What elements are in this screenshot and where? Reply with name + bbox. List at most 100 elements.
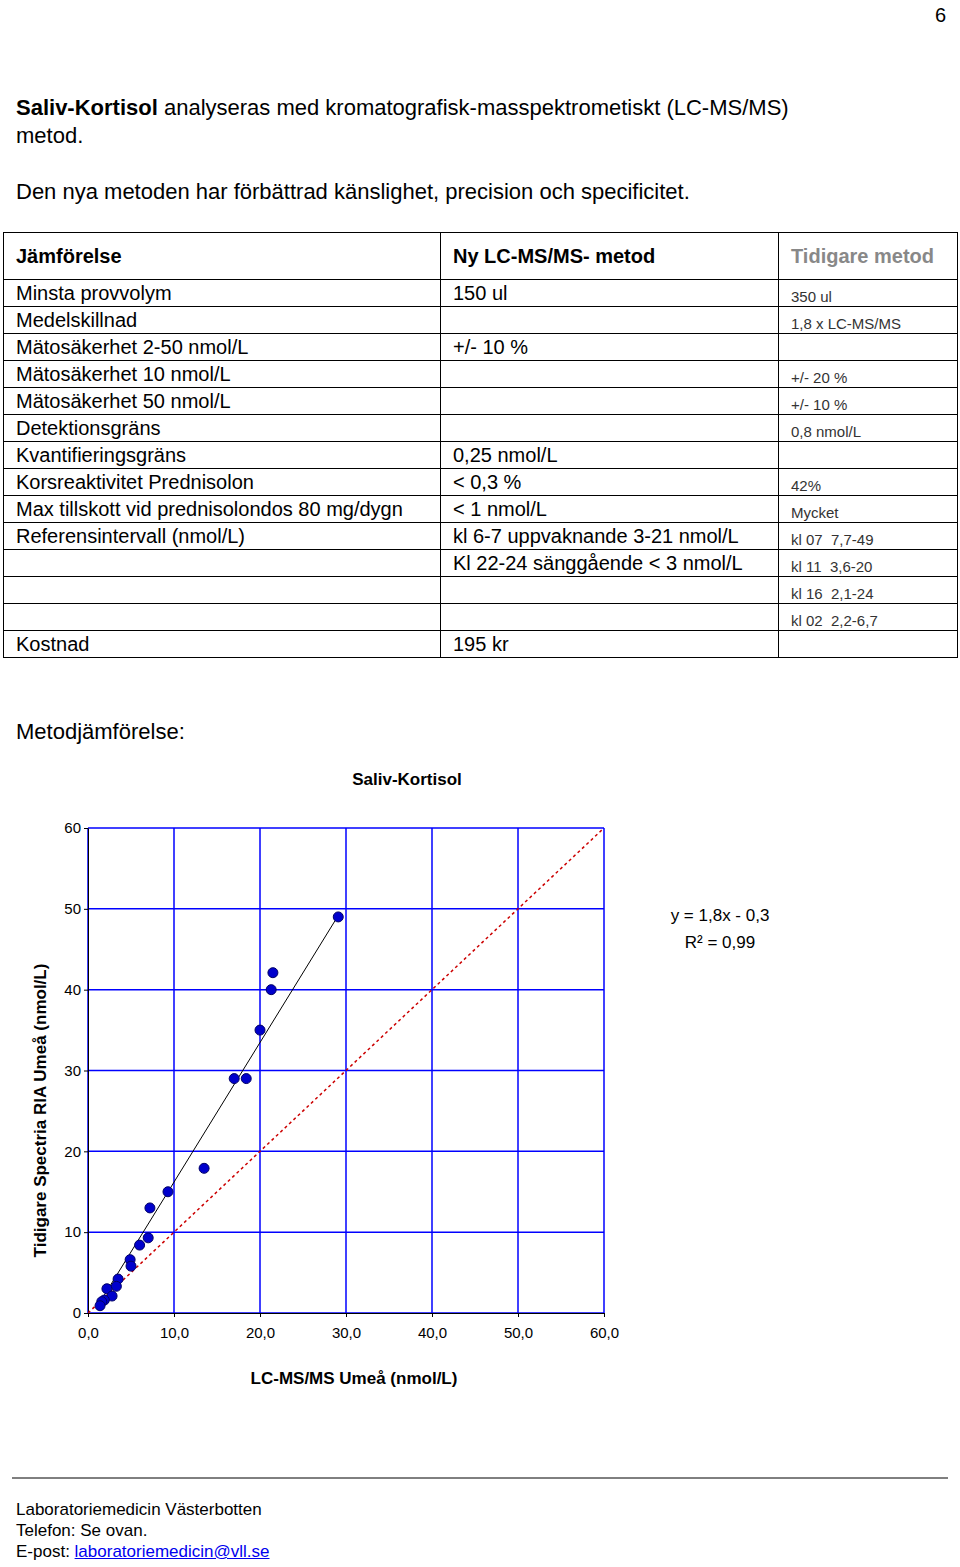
table-cell: 195 kr [441, 631, 779, 658]
table-cell: 1,8 x LC-MS/MS [779, 307, 958, 334]
tick: 30,0 [332, 1313, 361, 1341]
grid [88, 828, 604, 1313]
trend-line [98, 917, 337, 1305]
tick-mark [84, 1151, 88, 1152]
section-title: Metodjämförelse: [16, 719, 185, 745]
tick-label: 10,0 [160, 1324, 189, 1341]
plot-area [88, 828, 604, 1313]
table-row: Referensintervall (nmol/L)kl 6-7 uppvakn… [4, 523, 958, 550]
table-row: Detektionsgräns 0,8 nmol/L [4, 415, 958, 442]
data-point [268, 968, 278, 978]
data-point [333, 912, 343, 922]
tick: 40 [64, 981, 88, 998]
table-cell [441, 307, 779, 334]
grid-line [88, 827, 604, 829]
email-link[interactable]: laboratoriemedicin@vll.se [75, 1542, 270, 1561]
tick: 0,0 [78, 1313, 99, 1341]
tick-mark [518, 1313, 519, 1317]
tick-label: 40,0 [418, 1324, 447, 1341]
table-cell: 0,8 nmol/L [779, 415, 958, 442]
tick-label: 20 [64, 1143, 81, 1160]
chart: 0,010,020,030,040,050,060,00102030405060… [0, 0, 960, 1567]
tick-label: 30,0 [332, 1324, 361, 1341]
y-axis-title: Tidigare Spectria RIA Umeå (nmol/L) [31, 964, 50, 1258]
identity-line [88, 828, 604, 1313]
tick-mark [84, 1071, 88, 1072]
table-header: JämförelseNy LC-MS/MS- metodTidigare met… [4, 233, 958, 280]
table-cell [441, 577, 779, 604]
table-cell: +/- 10 % [441, 334, 779, 361]
data-point [163, 1187, 173, 1197]
table-cell: 0,25 nmol/L [441, 442, 779, 469]
table-cell [779, 334, 958, 361]
table-cell: Detektionsgräns [4, 415, 441, 442]
table-cell: kl 16 2,1-24 [779, 577, 958, 604]
table-row: Mätosäkerhet 2-50 nmol/L+/- 10 % [4, 334, 958, 361]
table-cell: Minsta provvolym [4, 280, 441, 307]
table-cell: 150 ul [441, 280, 779, 307]
table-row: Mätosäkerhet 10 nmol/L+/- 20 % [4, 361, 958, 388]
data-point [126, 1261, 136, 1271]
tick: 20 [64, 1143, 88, 1160]
table-row: Mätosäkerhet 50 nmol/L+/- 10 % [4, 388, 958, 415]
header-cell: Jämförelse [4, 233, 441, 280]
comparison-table: JämförelseNy LC-MS/MS- metodTidigare met… [3, 232, 958, 658]
table-row: Kostnad195 kr [4, 631, 958, 658]
tick-label: 20,0 [246, 1324, 275, 1341]
data-point [143, 1233, 153, 1243]
table-cell [4, 604, 441, 631]
table-row: kl 02 2,2-6,7 [4, 604, 958, 631]
tick-mark [84, 990, 88, 991]
table-row: Minsta provvolym150 ul350 ul [4, 280, 958, 307]
tick-label: 10 [64, 1223, 81, 1240]
grid-line [88, 1151, 604, 1153]
data-point [255, 1025, 265, 1035]
table-cell: kl 07 7,7-49 [779, 523, 958, 550]
tick-label: 0,0 [78, 1324, 99, 1341]
tick-label: 60 [64, 819, 81, 836]
tick: 50,0 [504, 1313, 533, 1341]
tick: 60 [64, 819, 88, 836]
table-cell: +/- 10 % [779, 388, 958, 415]
table-cell [4, 550, 441, 577]
table-cell: Mycket [779, 496, 958, 523]
tick-mark [84, 909, 88, 910]
intro-text: metod. [16, 123, 83, 149]
tick-label: 40 [64, 981, 81, 998]
table-cell: Kl 22-24 sänggående < 3 nmol/L [441, 550, 779, 577]
tick: 10 [64, 1223, 88, 1240]
table-cell [4, 577, 441, 604]
intro-bold: Saliv-Kortisol [16, 95, 158, 120]
table-cell [441, 415, 779, 442]
x-axis-title: LC-MS/MS Umeå (nmol/L) [251, 1369, 458, 1388]
tick-mark [84, 828, 88, 829]
tick-mark [260, 1313, 261, 1317]
footer-rule [12, 1478, 948, 1479]
tick-mark [604, 1313, 605, 1317]
grid-line [88, 989, 604, 991]
annotation: y = 1,8x - 0,3 [671, 906, 770, 925]
tick-label: 0 [73, 1304, 81, 1321]
tick-mark [432, 1313, 433, 1317]
data-point [95, 1301, 105, 1311]
annotation: R² = 0,99 [685, 933, 755, 952]
table-cell [779, 442, 958, 469]
chart-title: Saliv-Kortisol [352, 770, 462, 789]
table-cell: Korsreaktivitet Prednisolon [4, 469, 441, 496]
data-point [135, 1240, 145, 1250]
table-row: Kvantifieringsgräns0,25 nmol/L [4, 442, 958, 469]
data-point [229, 1074, 239, 1084]
data-point [111, 1281, 121, 1291]
table-cell: Referensintervall (nmol/L) [4, 523, 441, 550]
footer-email: E-post: laboratoriemedicin@vll.se [16, 1542, 270, 1562]
footer-text: Laboratoriemedicin Västerbotten [16, 1500, 262, 1520]
tick-mark [346, 1313, 347, 1317]
table-cell [441, 388, 779, 415]
table-row: Korsreaktivitet Prednisolon< 0,3 %42% [4, 469, 958, 496]
data-point [241, 1074, 251, 1084]
grid-line [88, 1231, 604, 1233]
tick-mark [84, 1313, 88, 1314]
tick-label: 50 [64, 900, 81, 917]
table-cell: Medelskillnad [4, 307, 441, 334]
table-cell: Mätosäkerhet 10 nmol/L [4, 361, 441, 388]
